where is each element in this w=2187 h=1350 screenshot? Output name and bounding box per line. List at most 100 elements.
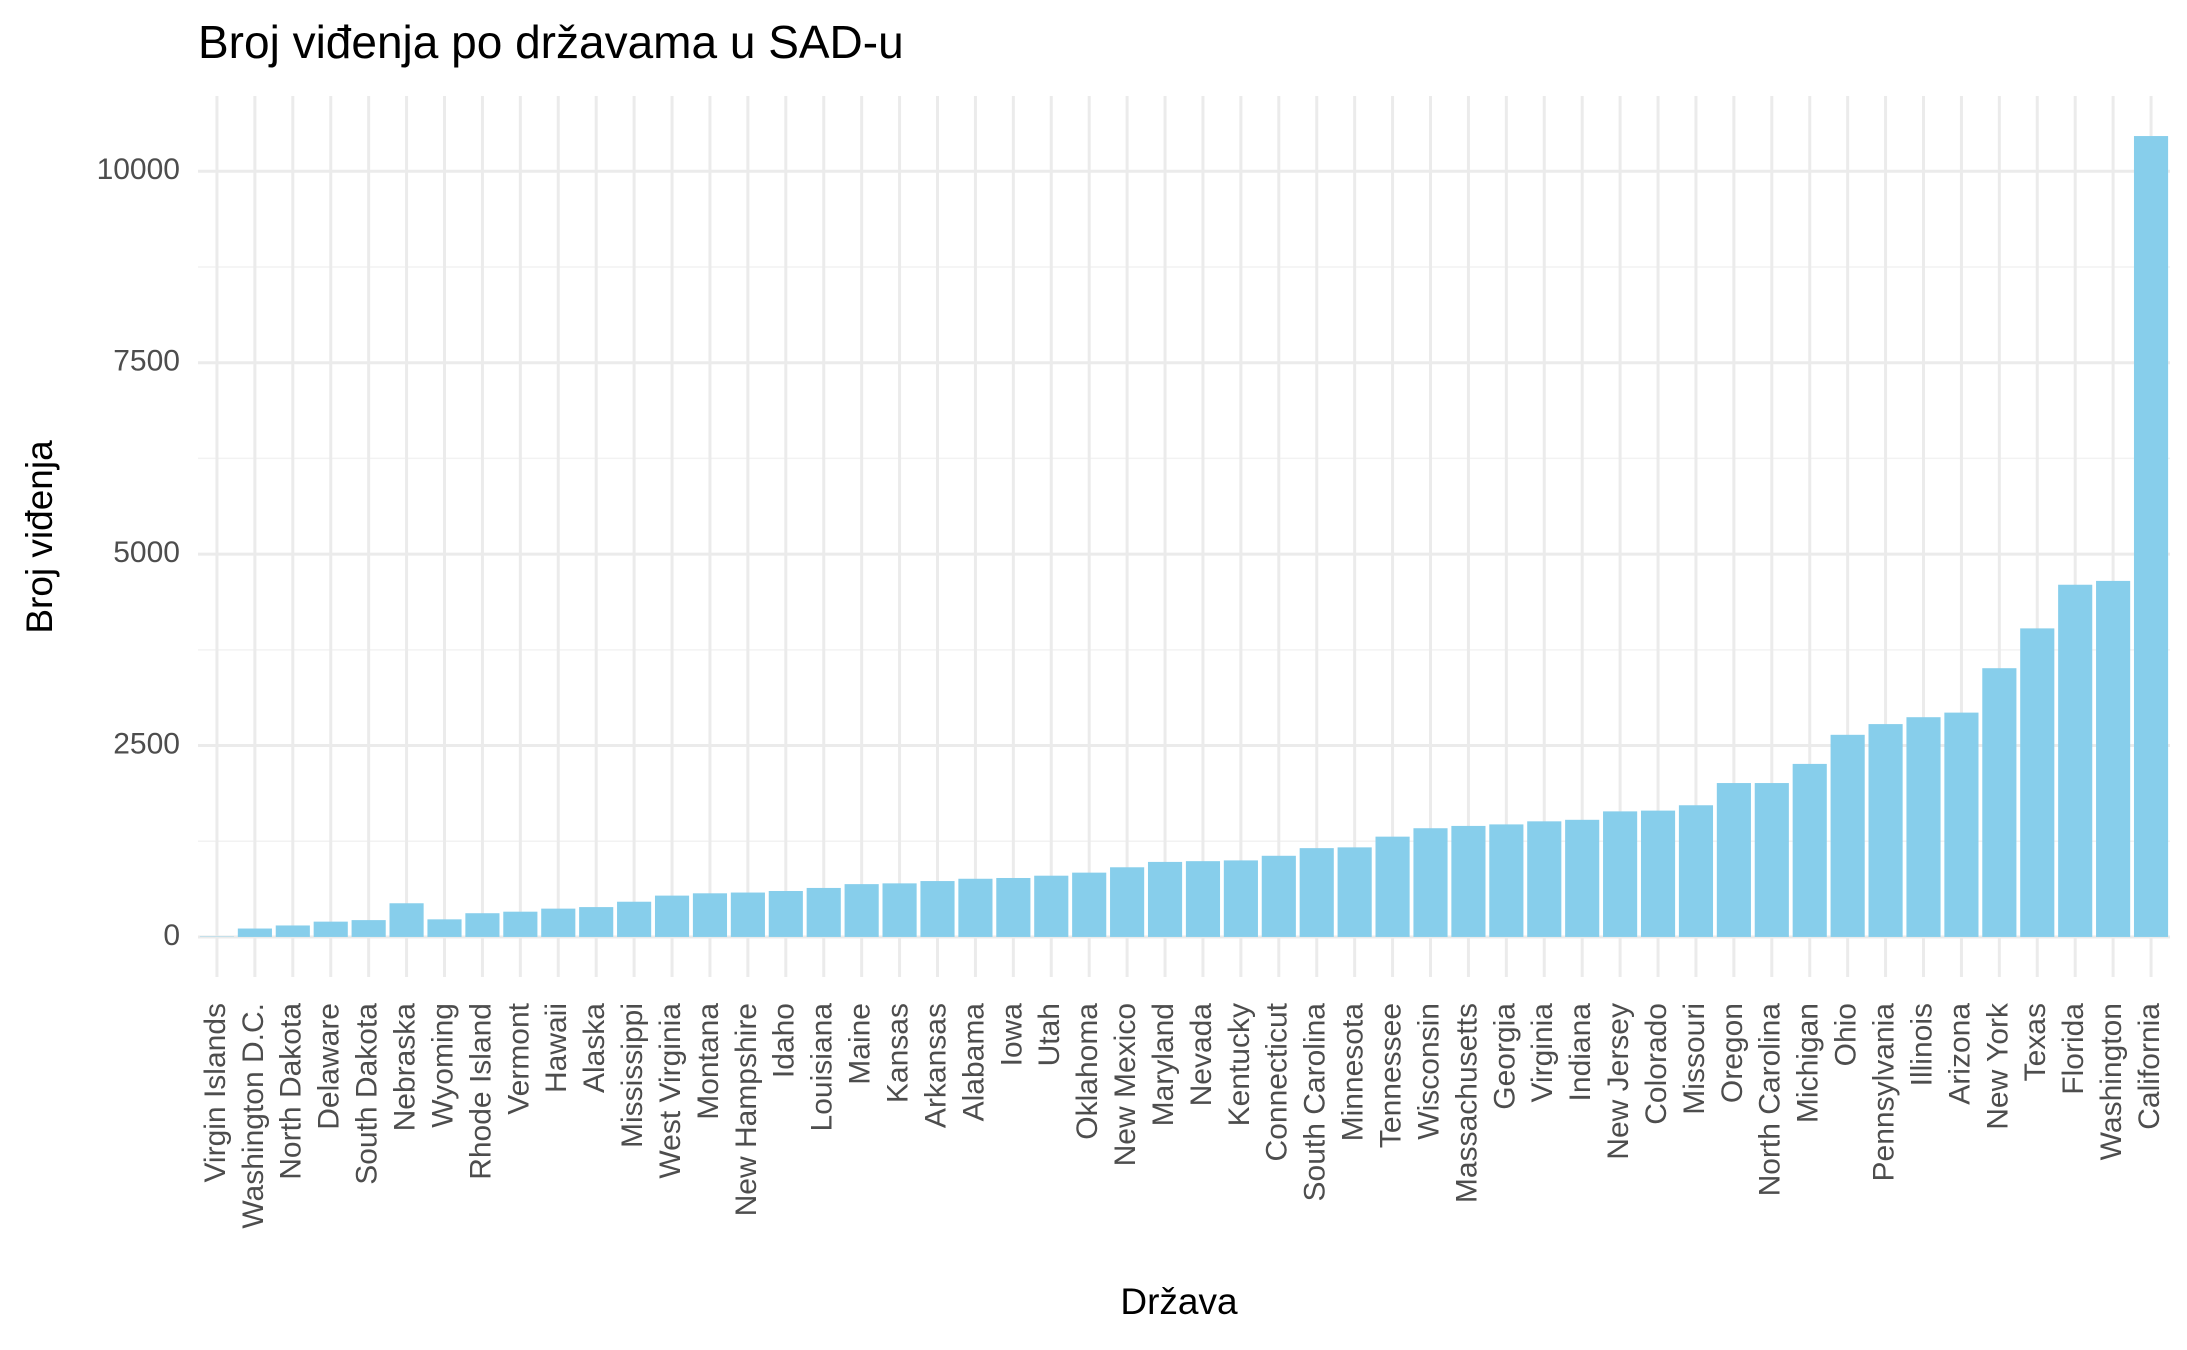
bar bbox=[1640, 810, 1676, 937]
x-tick-label: Indiana bbox=[1564, 1003, 1597, 1102]
bar bbox=[844, 884, 879, 937]
bar bbox=[1754, 783, 1789, 937]
x-tick-label: Pennsylvania bbox=[1867, 1003, 1900, 1182]
y-axis-title: Broj viđenja bbox=[19, 440, 60, 634]
bar bbox=[996, 877, 1031, 937]
x-tick-label: Maryland bbox=[1147, 1003, 1180, 1126]
bar bbox=[1982, 668, 2017, 937]
x-tick-label: Delaware bbox=[313, 1003, 346, 1130]
bar bbox=[1792, 763, 1827, 937]
bar bbox=[1489, 824, 1524, 937]
bar bbox=[2096, 580, 2131, 937]
x-tick-label: California bbox=[2133, 1003, 2166, 1130]
bar bbox=[692, 893, 728, 937]
x-tick-label: Wisconsin bbox=[1412, 1003, 1445, 1140]
bar bbox=[1678, 805, 1714, 937]
chart-title: Broj viđenja po državama u SAD-u bbox=[198, 16, 904, 68]
x-tick-label: New Mexico bbox=[1109, 1003, 1142, 1166]
y-tick-label: 2500 bbox=[113, 727, 180, 760]
x-tick-label: Rhode Island bbox=[464, 1003, 497, 1180]
bar bbox=[1147, 861, 1183, 937]
bar bbox=[1413, 828, 1448, 937]
x-tick-label: Kentucky bbox=[1223, 1003, 1256, 1126]
bar bbox=[1223, 860, 1258, 937]
bar bbox=[351, 920, 386, 937]
x-tick-label: Missouri bbox=[1678, 1003, 1711, 1115]
x-tick-label: Mississippi bbox=[616, 1003, 649, 1148]
bar bbox=[465, 913, 500, 937]
x-tick-label: North Dakota bbox=[275, 1003, 308, 1180]
bar bbox=[1185, 861, 1221, 937]
x-tick-label: Wyoming bbox=[426, 1003, 459, 1128]
x-tick-label: New York bbox=[1981, 1002, 2014, 1130]
x-tick-label: Colorado bbox=[1640, 1003, 1673, 1125]
bar bbox=[427, 919, 462, 937]
x-tick-label: Oregon bbox=[1716, 1003, 1749, 1103]
bar bbox=[1375, 836, 1410, 937]
bar bbox=[1906, 717, 1941, 937]
bar bbox=[2133, 136, 2169, 937]
x-tick-label: Connecticut bbox=[1261, 1002, 1294, 1161]
bar bbox=[1299, 848, 1334, 937]
y-tick-label: 10000 bbox=[97, 153, 180, 186]
bar bbox=[1072, 872, 1107, 937]
bar bbox=[958, 878, 993, 937]
bar bbox=[1261, 855, 1296, 937]
x-tick-label: Arizona bbox=[1943, 1003, 1976, 1105]
bar bbox=[1944, 712, 1979, 937]
bar bbox=[1603, 811, 1638, 937]
x-tick-label: Montana bbox=[692, 1003, 725, 1120]
x-tick-label: Virginia bbox=[1526, 1003, 1559, 1103]
bar bbox=[806, 887, 841, 937]
bar bbox=[579, 907, 614, 937]
bar bbox=[275, 925, 310, 937]
x-tick-label: New Hampshire bbox=[730, 1003, 763, 1216]
bar bbox=[1868, 724, 1903, 937]
x-tick-label: Hawaii bbox=[540, 1003, 573, 1093]
x-tick-label: Vermont bbox=[502, 1002, 535, 1114]
x-tick-label: Ohio bbox=[1830, 1003, 1863, 1066]
x-tick-label: Nebraska bbox=[388, 1003, 421, 1132]
bar bbox=[1034, 875, 1069, 937]
bar bbox=[313, 921, 348, 937]
x-tick-label: Illinois bbox=[1905, 1003, 1938, 1086]
x-tick-label: Tennessee bbox=[1374, 1003, 1407, 1148]
x-tick-label: South Dakota bbox=[351, 1003, 384, 1185]
x-tick-label: Maine bbox=[844, 1003, 877, 1085]
x-tick-label: Texas bbox=[2019, 1003, 2052, 1081]
x-tick-label: Washington D.C. bbox=[237, 1003, 270, 1229]
x-tick-label: Washington bbox=[2095, 1003, 2128, 1160]
x-tick-label: South Carolina bbox=[1299, 1003, 1332, 1202]
x-tick-label: Oklahoma bbox=[1071, 1003, 1104, 1140]
bar bbox=[768, 891, 803, 937]
x-tick-label: Georgia bbox=[1488, 1003, 1521, 1110]
x-tick-label: Massachusetts bbox=[1450, 1003, 1483, 1203]
x-tick-label: New Jersey bbox=[1602, 1003, 1635, 1160]
bar bbox=[882, 883, 917, 937]
bar bbox=[1527, 821, 1562, 937]
y-tick-label: 0 bbox=[163, 919, 180, 952]
x-tick-label: North Carolina bbox=[1754, 1003, 1787, 1197]
bar bbox=[2020, 628, 2055, 937]
x-axis-title: Država bbox=[1120, 1281, 1238, 1322]
x-tick-label: Alabama bbox=[957, 1003, 990, 1122]
x-tick-label: Iowa bbox=[995, 1003, 1028, 1067]
bar bbox=[1337, 847, 1372, 937]
bar bbox=[1830, 734, 1865, 937]
bar bbox=[541, 908, 576, 937]
x-tick-label: Florida bbox=[2057, 1003, 2090, 1095]
x-tick-label: Utah bbox=[1033, 1003, 1066, 1066]
y-tick-label: 7500 bbox=[113, 345, 180, 378]
x-tick-label: Kansas bbox=[881, 1003, 914, 1103]
bar bbox=[1565, 819, 1600, 937]
bar bbox=[920, 881, 955, 937]
bar bbox=[1110, 867, 1145, 937]
x-tick-label: Minnesota bbox=[1337, 1003, 1370, 1142]
bar bbox=[730, 892, 765, 937]
bar bbox=[2058, 584, 2093, 937]
bar bbox=[503, 911, 538, 937]
x-tick-label: Nevada bbox=[1185, 1003, 1218, 1107]
bar bbox=[617, 901, 652, 937]
bar bbox=[237, 928, 272, 937]
